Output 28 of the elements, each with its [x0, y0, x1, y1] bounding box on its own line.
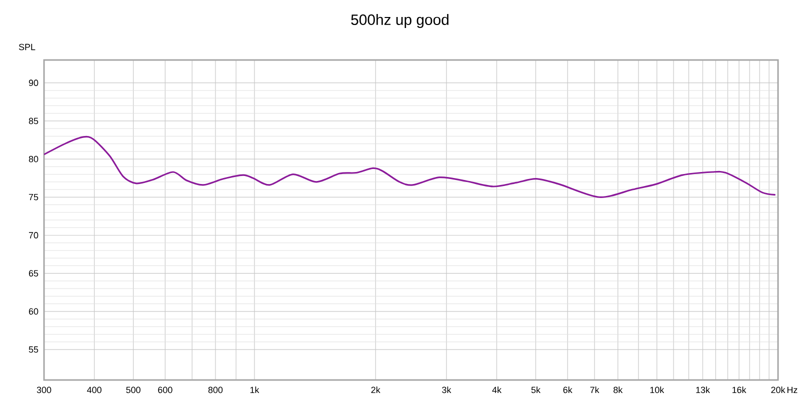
x-tick-label: 1k: [250, 386, 260, 393]
y-tick-label: 80: [28, 156, 38, 162]
y-tick-label: 75: [28, 194, 38, 200]
y-tick-label: 85: [28, 118, 38, 124]
x-tick-label: 20k: [771, 386, 786, 394]
x-tick-label: 3k: [442, 386, 452, 394]
x-tick-label: 600: [158, 386, 172, 394]
x-tick-label: 500: [126, 386, 140, 394]
x-tick-label: 13k: [696, 386, 710, 394]
x-tick-label: 4k: [492, 386, 502, 393]
x-tick-label: 300: [36, 386, 52, 394]
y-tick-label: 70: [28, 232, 38, 238]
x-tick-label: 2k: [371, 386, 380, 393]
y-tick-label: 65: [28, 270, 38, 277]
x-tick-label: 16k: [732, 386, 746, 394]
y-tick-label: 90: [28, 80, 38, 86]
y-axis-title: SPL: [18, 44, 36, 50]
x-tick-label: 800: [208, 386, 223, 394]
x-tick-label: 7k: [590, 386, 600, 393]
x-tick-label: 400: [87, 386, 102, 394]
x-axis-title: Hz: [787, 386, 798, 393]
chart-title: 500hz up good: [351, 14, 448, 28]
x-tick-label: 5k: [531, 386, 540, 394]
x-tick-label: 6k: [563, 386, 572, 394]
y-tick-label: 60: [28, 308, 38, 315]
x-tick-label: 10k: [650, 386, 664, 394]
y-tick-label: 55: [28, 346, 38, 353]
x-tick-label: 8k: [614, 386, 623, 394]
